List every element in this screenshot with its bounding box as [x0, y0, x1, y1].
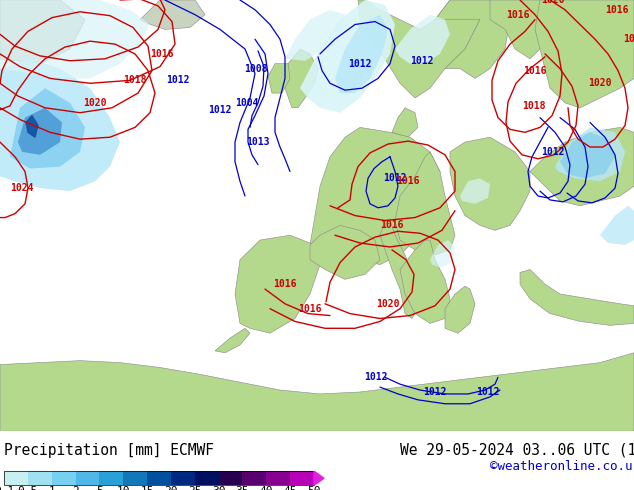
Text: 1016: 1016	[523, 66, 547, 75]
Polygon shape	[380, 220, 420, 318]
Text: ©weatheronline.co.uk: ©weatheronline.co.uk	[490, 460, 634, 473]
Text: 1016: 1016	[298, 304, 321, 314]
Text: 1004: 1004	[235, 98, 259, 108]
Polygon shape	[310, 127, 440, 265]
Text: 40: 40	[259, 487, 273, 490]
Text: 1012: 1012	[383, 173, 407, 183]
Bar	[52, 471, 75, 485]
Text: 30: 30	[212, 487, 225, 490]
Text: 1012: 1012	[365, 372, 388, 382]
Polygon shape	[490, 0, 555, 59]
Text: 0.5: 0.5	[18, 487, 38, 490]
Bar	[4, 471, 28, 485]
Text: 1016: 1016	[150, 49, 174, 59]
Polygon shape	[310, 225, 380, 279]
Bar	[195, 471, 219, 485]
Text: 10: 10	[117, 487, 130, 490]
Text: Precipitation [mm] ECMWF: Precipitation [mm] ECMWF	[4, 443, 214, 458]
Polygon shape	[430, 240, 455, 268]
Text: 1016: 1016	[623, 34, 634, 44]
Text: 50: 50	[307, 487, 321, 490]
Polygon shape	[140, 0, 205, 29]
Polygon shape	[435, 0, 510, 78]
Text: 1018: 1018	[123, 75, 146, 85]
Text: 1008: 1008	[244, 64, 268, 74]
Bar	[123, 471, 147, 485]
Text: 1012: 1012	[208, 105, 232, 115]
Text: 1016: 1016	[273, 279, 297, 289]
Polygon shape	[285, 10, 345, 61]
Text: 1020: 1020	[83, 98, 107, 108]
Text: 1012: 1012	[410, 56, 434, 66]
Text: 5: 5	[96, 487, 103, 490]
Polygon shape	[0, 59, 120, 191]
Text: 1013: 1013	[246, 137, 269, 147]
Polygon shape	[520, 270, 634, 325]
Bar	[242, 471, 266, 485]
Text: 1016: 1016	[380, 220, 404, 230]
Bar	[75, 471, 100, 485]
Polygon shape	[395, 152, 455, 255]
Polygon shape	[300, 0, 395, 113]
Text: 1012: 1012	[541, 147, 565, 157]
Polygon shape	[445, 286, 475, 333]
Polygon shape	[335, 15, 388, 93]
Text: 1012: 1012	[424, 387, 447, 397]
Polygon shape	[530, 127, 634, 206]
Bar	[4, 471, 314, 485]
Polygon shape	[285, 49, 318, 108]
Text: 1020: 1020	[541, 0, 565, 5]
Polygon shape	[555, 127, 625, 181]
Text: 1020: 1020	[588, 78, 612, 88]
Text: 1018: 1018	[522, 101, 546, 111]
Polygon shape	[26, 116, 38, 137]
Bar	[290, 471, 314, 485]
Text: 2: 2	[72, 487, 79, 490]
Polygon shape	[0, 353, 634, 431]
Polygon shape	[392, 108, 418, 137]
Text: 1016: 1016	[396, 176, 420, 186]
Polygon shape	[600, 206, 634, 245]
Polygon shape	[18, 108, 62, 155]
Text: 1016: 1016	[507, 10, 530, 20]
Bar	[219, 471, 242, 485]
Text: 0.1: 0.1	[0, 487, 14, 490]
Polygon shape	[0, 0, 85, 64]
Text: 35: 35	[236, 487, 249, 490]
Text: 1012: 1012	[166, 75, 190, 85]
Polygon shape	[395, 15, 450, 64]
Polygon shape	[450, 137, 530, 230]
Polygon shape	[268, 64, 290, 93]
Polygon shape	[560, 132, 615, 178]
Bar	[28, 471, 52, 485]
Text: 1024: 1024	[10, 183, 34, 193]
Polygon shape	[400, 240, 450, 323]
Polygon shape	[460, 178, 490, 204]
Text: 15: 15	[140, 487, 154, 490]
Polygon shape	[215, 328, 250, 353]
Bar	[171, 471, 195, 485]
Bar	[100, 471, 123, 485]
Text: We 29-05-2024 03..06 UTC (18+12): We 29-05-2024 03..06 UTC (18+12)	[400, 443, 634, 458]
Polygon shape	[358, 0, 480, 98]
Text: 1016: 1016	[605, 5, 629, 15]
Bar	[266, 471, 290, 485]
Text: 1012: 1012	[476, 387, 500, 397]
Text: 1012: 1012	[348, 59, 372, 69]
Polygon shape	[10, 88, 85, 169]
Text: 25: 25	[188, 487, 202, 490]
Text: 1020: 1020	[376, 299, 400, 309]
Polygon shape	[535, 0, 634, 108]
Polygon shape	[235, 235, 320, 333]
Polygon shape	[314, 471, 324, 485]
Bar	[147, 471, 171, 485]
Text: 45: 45	[283, 487, 297, 490]
Text: 1: 1	[48, 487, 55, 490]
Polygon shape	[0, 0, 150, 78]
Text: 20: 20	[164, 487, 178, 490]
